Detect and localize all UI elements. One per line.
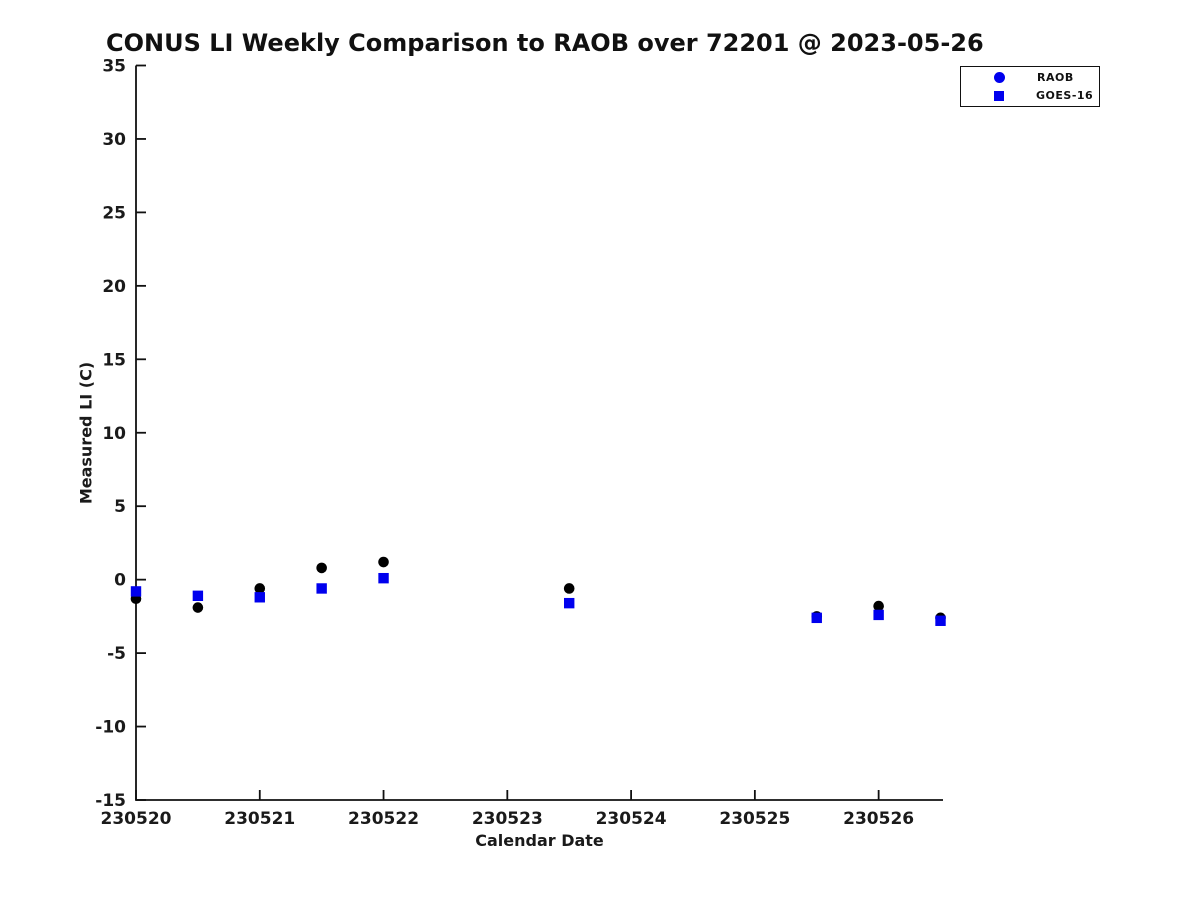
- data-point-goes-16: [316, 583, 327, 594]
- legend: RAOB GOES-16: [960, 66, 1100, 107]
- data-point-raob: [563, 583, 575, 594]
- y-tick-label: -5: [107, 644, 126, 664]
- y-tick-label: 5: [114, 497, 126, 517]
- data-point-raob: [316, 562, 327, 574]
- y-tick-label: -15: [95, 791, 126, 811]
- x-tick-label: 230522: [348, 809, 419, 829]
- y-tick-label: 15: [102, 350, 126, 370]
- y-tick-label: 35: [102, 57, 126, 77]
- legend-item-label: GOES-16: [1036, 89, 1094, 102]
- data-point-goes-16: [378, 572, 389, 584]
- data-point-raob: [378, 556, 389, 568]
- legend-item-goes-16: GOES-16: [961, 89, 1099, 103]
- y-tick-label: 25: [102, 203, 126, 223]
- data-point-goes-16: [564, 597, 575, 609]
- axis-spines: [135, 65, 943, 801]
- data-point-goes-16: [811, 612, 822, 624]
- x-tick-label: 230521: [224, 809, 295, 829]
- y-tick-label: 0: [114, 571, 126, 591]
- x-tick-label: 230526: [843, 809, 914, 829]
- legend-item-raob: RAOB: [961, 71, 1099, 85]
- chart-title: CONUS LI Weekly Comparison to RAOB over …: [106, 29, 984, 57]
- data-point-goes-16: [935, 615, 946, 626]
- data-point-raob: [192, 602, 204, 613]
- legend-item-label: RAOB: [1037, 71, 1074, 84]
- data-point-raob: [873, 600, 884, 612]
- x-tick-label: 230523: [472, 809, 543, 829]
- data-point-goes-16: [254, 592, 265, 603]
- data-point-goes-16: [873, 609, 884, 621]
- data-point-goes-16: [130, 586, 142, 597]
- x-tick-label: 230520: [101, 809, 172, 829]
- y-tick-label: -10: [95, 718, 126, 738]
- goes-16-square-marker-icon: [994, 90, 1004, 101]
- data-point-goes-16: [192, 590, 204, 602]
- data-point-raob: [254, 583, 266, 594]
- x-tick-label: 230524: [596, 809, 667, 829]
- y-tick-label: 30: [102, 130, 126, 150]
- x-axis-label: Calendar Date: [475, 831, 604, 850]
- x-tick-label: 230525: [719, 809, 790, 829]
- raob-circle-marker-icon: [994, 72, 1005, 83]
- y-tick-label: 20: [102, 277, 126, 297]
- y-axis-label: Measured LI (C): [76, 361, 96, 505]
- y-tick-label: 10: [102, 424, 126, 444]
